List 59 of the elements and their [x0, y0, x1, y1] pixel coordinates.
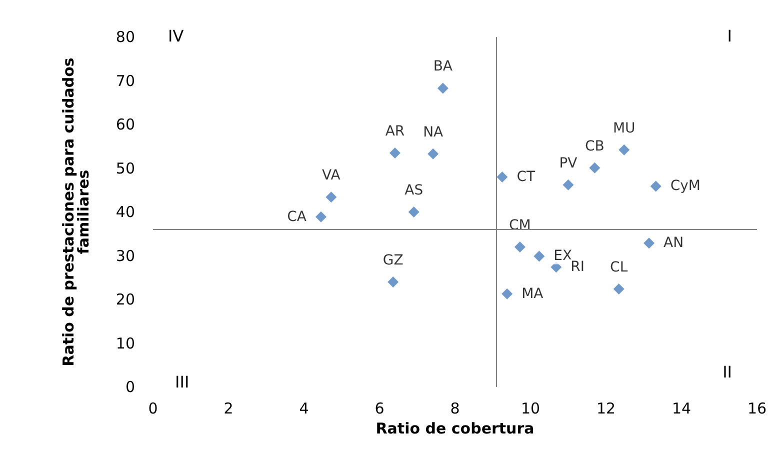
x-tick-label: 8 [450, 400, 460, 418]
annotation: IV [168, 26, 184, 46]
data-label: AS [404, 182, 424, 198]
y-tick-label: 80 [116, 28, 135, 46]
point [315, 211, 326, 222]
point [428, 148, 439, 160]
point [514, 242, 526, 252]
data-label: AN [664, 235, 684, 252]
point [534, 250, 545, 262]
annotation: II [722, 362, 732, 382]
x-tick-label: 4 [299, 400, 309, 418]
y-tick-label: 60 [116, 116, 135, 134]
data-label: GZ [382, 252, 404, 268]
point [326, 192, 337, 203]
x-tick-label: 14 [672, 400, 692, 418]
point [389, 147, 400, 158]
x-tick-label: 10 [520, 400, 540, 418]
x-tick-label: 0 [148, 400, 158, 418]
data-label: BA [433, 58, 453, 75]
point [437, 82, 448, 94]
x-tick-label: 2 [224, 400, 234, 418]
annotation: I [727, 26, 732, 46]
point [388, 276, 399, 288]
data-label: CyM [670, 178, 700, 194]
data-label: CB [584, 138, 604, 154]
data-label: RI [570, 259, 585, 276]
data-label: CM [509, 218, 531, 234]
data-label: EX [554, 248, 573, 264]
data-label: CA [287, 208, 307, 225]
y-tick-label: 40 [116, 203, 135, 221]
y-tick-label: 20 [116, 290, 135, 308]
point [502, 288, 513, 300]
data-label: CT [516, 169, 536, 185]
data-label: MU [612, 120, 636, 136]
x-axis-title: Ratio de cobertura [376, 419, 534, 438]
data-label: VA [322, 168, 341, 184]
data-label: NA [423, 124, 444, 140]
point [496, 172, 508, 182]
x-tick-label: 16 [747, 400, 767, 418]
data-label: CL [610, 260, 628, 276]
y-tick-label: 30 [116, 246, 135, 265]
data-label: PV [559, 155, 578, 172]
point [589, 162, 600, 174]
point [644, 238, 655, 249]
y-tick-label: 0 [125, 378, 135, 396]
x-tick-label: 6 [374, 400, 384, 418]
y-tick-label: 10 [116, 334, 135, 352]
y-axis-title: Ratio de prestaciones para cuidados familiares [60, 58, 92, 366]
point [618, 144, 630, 156]
data-label: MA [522, 286, 544, 302]
point [650, 180, 662, 192]
point [408, 206, 420, 218]
y-tick-label: 70 [116, 72, 135, 90]
annotation: III [175, 372, 190, 392]
point [613, 284, 624, 294]
x-tick-label: 12 [596, 400, 616, 418]
data-label: AR [385, 123, 405, 140]
y-tick-label: 50 [116, 159, 135, 178]
point [562, 179, 574, 190]
